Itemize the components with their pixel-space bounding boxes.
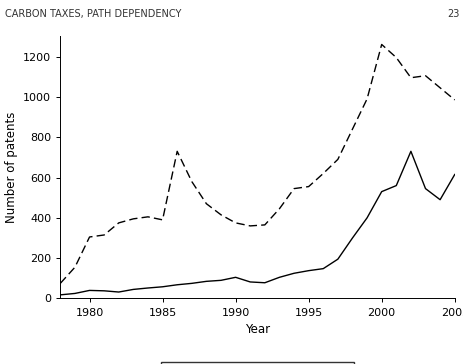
Clean [57,293,63,297]
Clean [320,266,325,271]
Dirty [101,233,106,237]
Clean [203,279,209,284]
Dirty [349,127,355,131]
Dirty [232,221,238,225]
Dirty [145,215,150,219]
Dirty [130,217,136,221]
Text: 23: 23 [446,9,458,19]
Dirty [407,76,413,80]
Dirty [437,86,442,90]
Dirty [247,224,252,228]
Clean [101,289,106,293]
Clean [378,189,384,194]
Dirty [334,157,340,162]
Clean [116,290,121,294]
Dirty [422,74,427,78]
Clean [393,183,398,188]
Clean [422,186,427,191]
Clean [305,269,311,273]
Dirty [451,98,457,102]
Dirty [378,42,384,47]
Dirty [87,235,92,239]
Dirty [116,221,121,225]
Dirty [363,97,369,101]
Clean [188,281,194,285]
Clean [174,282,180,287]
Dirty [72,265,77,269]
Legend: Clean, Dirty: Clean, Dirty [160,362,354,364]
Clean [407,149,413,154]
Clean [145,286,150,290]
Dirty [159,218,165,222]
Clean [291,271,296,276]
Clean [262,281,267,285]
Clean [363,215,369,220]
Dirty [203,202,209,206]
Dirty [188,179,194,184]
X-axis label: Year: Year [244,323,269,336]
Y-axis label: Number of patents: Number of patents [5,112,18,223]
Line: Clean: Clean [60,151,454,295]
Clean [87,288,92,293]
Clean [349,236,355,240]
Clean [159,285,165,289]
Clean [72,291,77,296]
Dirty [57,281,63,285]
Dirty [305,185,311,189]
Clean [232,275,238,280]
Dirty [291,186,296,191]
Clean [247,280,252,284]
Dirty [174,149,180,154]
Clean [437,198,442,202]
Clean [218,278,223,282]
Dirty [276,207,282,211]
Line: Dirty: Dirty [60,44,454,283]
Clean [451,172,457,177]
Dirty [262,223,267,227]
Text: CARBON TAXES, PATH DEPENDENCY: CARBON TAXES, PATH DEPENDENCY [5,9,181,19]
Dirty [218,213,223,217]
Clean [276,275,282,280]
Dirty [320,171,325,176]
Dirty [393,55,398,60]
Clean [130,287,136,292]
Clean [334,257,340,261]
